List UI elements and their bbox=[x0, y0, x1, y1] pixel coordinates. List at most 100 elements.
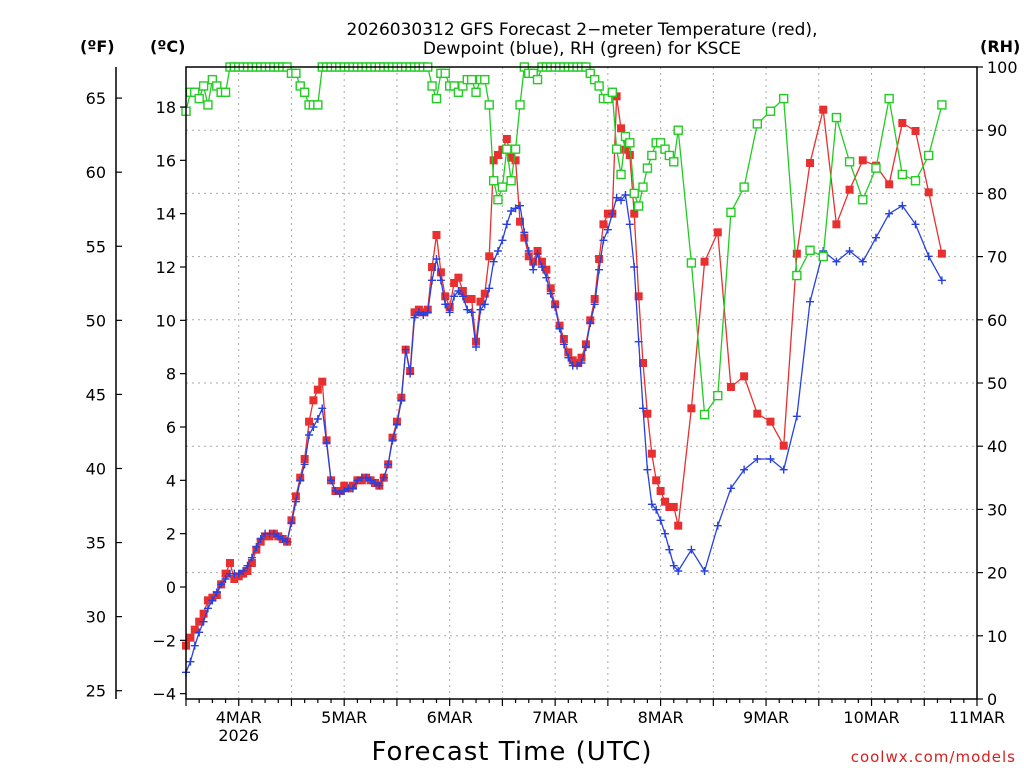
temperature-point bbox=[247, 559, 256, 567]
temperature-point bbox=[516, 217, 525, 226]
fahrenheit-tick-label: 50 bbox=[86, 311, 106, 330]
rh-point bbox=[488, 176, 499, 186]
fahrenheit-unit-label: (ºF) bbox=[80, 37, 115, 56]
rh-point bbox=[884, 93, 894, 104]
dewpoint-point bbox=[669, 561, 678, 570]
dewpoint-point bbox=[450, 292, 459, 301]
temperature-point bbox=[647, 449, 656, 458]
temperature-point bbox=[674, 521, 683, 530]
temperature-point bbox=[819, 105, 828, 114]
dewpoint-point bbox=[476, 305, 485, 314]
dewpoint-point bbox=[590, 300, 599, 309]
dewpoint-point bbox=[318, 404, 327, 413]
dewpoint-point bbox=[480, 300, 489, 309]
tick-labels: −4 −2 0 2 4 6 8 10 12 14 16 18 25 30 35 40 45 50 55 60 65 0 10… bbox=[86, 58, 1018, 745]
dewpoint-point bbox=[581, 343, 590, 351]
dewpoint-point bbox=[832, 257, 841, 266]
x-tick-label: 10MAR bbox=[843, 708, 899, 727]
temperature-point bbox=[656, 487, 665, 495]
celsius-tick-label: 12 bbox=[156, 258, 176, 277]
rh-point bbox=[669, 157, 679, 167]
rh-tick-label: 90 bbox=[987, 121, 1007, 140]
rh-point bbox=[871, 163, 881, 173]
temperature-point bbox=[845, 185, 854, 194]
dewpoint-point bbox=[305, 431, 314, 439]
temperature-point bbox=[432, 231, 441, 239]
dewpoint-point bbox=[428, 276, 437, 285]
dewpoint-point bbox=[485, 284, 494, 293]
rh-point bbox=[844, 157, 855, 167]
dewpoint-point bbox=[937, 276, 946, 285]
celsius-tick-label: 8 bbox=[166, 365, 176, 384]
x-tick-sublabel: 2026 bbox=[218, 726, 259, 745]
dewpoint-point bbox=[612, 193, 621, 202]
fahrenheit-tick-label: 35 bbox=[86, 534, 106, 553]
rh-point bbox=[313, 100, 323, 110]
dewpoint-point bbox=[296, 476, 305, 485]
dewpoint-point bbox=[199, 617, 208, 626]
rh-point bbox=[713, 390, 723, 401]
dewpoint-point bbox=[858, 257, 867, 266]
rh-tick-label: 10 bbox=[987, 627, 1007, 646]
x-tick-label: 8MAR bbox=[638, 708, 684, 727]
dewpoint-point bbox=[537, 263, 546, 271]
rh-point bbox=[625, 138, 635, 148]
temperature-point bbox=[318, 377, 327, 386]
rh-point bbox=[765, 106, 776, 116]
dewpoint-point bbox=[454, 287, 463, 295]
dewpoint-point bbox=[375, 481, 384, 490]
dewpoint-point bbox=[190, 641, 199, 650]
dewpoint-point bbox=[392, 420, 401, 429]
dewpoint-point bbox=[766, 455, 775, 463]
temperature-point bbox=[186, 633, 195, 642]
temperature-point bbox=[595, 255, 604, 263]
temperature-point bbox=[911, 127, 920, 135]
temperature-point bbox=[779, 441, 788, 450]
dewpoint-point bbox=[269, 529, 278, 538]
dewpoint-point bbox=[634, 337, 643, 346]
dewpoint-point bbox=[256, 535, 265, 543]
rh-point bbox=[194, 93, 204, 104]
x-tick-label: 6MAR bbox=[427, 708, 473, 727]
celsius-tick-label: −2 bbox=[152, 631, 176, 650]
dewpoint-point bbox=[436, 276, 445, 285]
dewpoint-point bbox=[419, 311, 428, 319]
dewpoint-point bbox=[353, 476, 362, 485]
rh-point bbox=[858, 195, 868, 205]
rh-point bbox=[778, 93, 789, 104]
temperature-point bbox=[502, 135, 511, 143]
dewpoint-point bbox=[630, 263, 639, 271]
dewpoint-point bbox=[212, 588, 221, 597]
dewpoint-point bbox=[291, 497, 300, 506]
dewpoint-point bbox=[559, 340, 568, 349]
axes bbox=[115, 66, 983, 706]
rh-point bbox=[629, 188, 639, 199]
dewpoint-point bbox=[186, 657, 195, 666]
dewpoint-point bbox=[401, 345, 410, 354]
temperature-point bbox=[511, 156, 520, 165]
celsius-tick-label: 18 bbox=[156, 98, 176, 117]
dewpoint-point bbox=[911, 220, 920, 229]
rh-point bbox=[638, 182, 648, 192]
dewpoint-point bbox=[278, 535, 287, 543]
dewpoint-point bbox=[463, 305, 472, 314]
temperature-point bbox=[643, 409, 652, 418]
rh-point bbox=[291, 68, 301, 79]
x-axis-label: Forecast Time (UTC) bbox=[371, 737, 652, 767]
dewpoint-point bbox=[203, 604, 212, 613]
fahrenheit-tick-label: 25 bbox=[86, 682, 106, 701]
temperature-point bbox=[436, 268, 445, 277]
temperature-point bbox=[858, 156, 867, 165]
temperature-point bbox=[529, 257, 538, 266]
dewpoint-point bbox=[313, 415, 322, 423]
temperature-point bbox=[564, 348, 573, 357]
rh-tick-label: 70 bbox=[987, 248, 1007, 267]
temperature-point bbox=[634, 292, 643, 301]
temperature-point bbox=[766, 417, 775, 426]
temperature-point bbox=[700, 257, 709, 266]
temperature-line bbox=[185, 96, 943, 647]
dewpoint-point bbox=[410, 313, 419, 322]
temperature-point bbox=[652, 476, 661, 485]
dewpoint-point bbox=[700, 567, 709, 575]
